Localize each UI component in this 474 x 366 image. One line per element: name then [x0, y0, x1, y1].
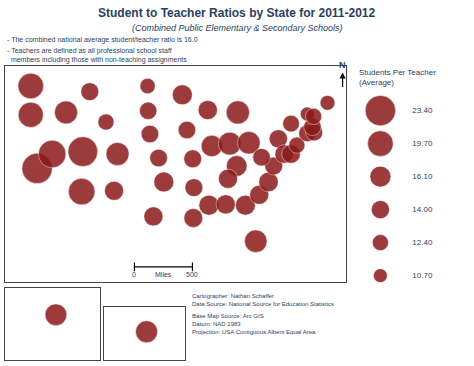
svg-text:- The combined national averag: - The combined national average student/… [7, 36, 198, 44]
svg-text:Base Map Source: Arc GISDatum:: Base Map Source: Arc GISDatum: NAD 1983P… [192, 313, 316, 335]
svg-text:Miles: Miles [155, 271, 172, 278]
svg-text:- Teachers are defined as all: - Teachers are defined as all profession… [7, 47, 187, 64]
svg-text:0: 0 [132, 271, 136, 278]
svg-text:16.10: 16.10 [412, 172, 433, 181]
svg-text:(Combined Public Elementary &: (Combined Public Elementary & Secondary … [132, 23, 343, 33]
svg-text:Cartographer: Nathan SchafferD: Cartographer: Nathan SchafferData Source… [192, 293, 334, 307]
svg-text:23.40: 23.40 [412, 106, 433, 115]
svg-text:500: 500 [186, 271, 198, 278]
svg-text:Student to Teacher Ratios by S: Student to Teacher Ratios by State for 2… [98, 6, 376, 20]
svg-text:19.70: 19.70 [412, 139, 433, 148]
svg-text:Students Per Teacher(Average): Students Per Teacher(Average) [359, 68, 436, 87]
svg-text:10.70: 10.70 [412, 271, 433, 280]
svg-text:12.40: 12.40 [412, 238, 433, 247]
svg-text:N: N [339, 60, 346, 70]
svg-text:14.00: 14.00 [412, 205, 433, 214]
